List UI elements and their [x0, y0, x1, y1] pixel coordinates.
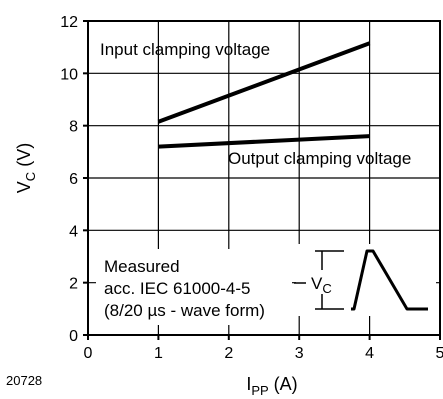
figure-id: 20728 [6, 373, 42, 388]
measured-note-line-2: acc. IEC 61000-4-5 [104, 279, 250, 298]
y-axis-label: VC (V) [14, 143, 38, 193]
x-tick-label: 4 [365, 345, 374, 362]
x-tick-label: 2 [224, 345, 233, 362]
data-series [157, 41, 371, 149]
y-tick-label: 12 [60, 14, 78, 31]
y-tick-label: 2 [69, 276, 78, 293]
series-label-output: Output clamping voltage [228, 149, 411, 168]
y-tick-label: 6 [69, 171, 78, 188]
y-tick-label: 4 [69, 223, 78, 240]
surge-waveform-icon: VC [294, 244, 436, 316]
x-tick-label: 3 [295, 345, 304, 362]
series-line-input [157, 41, 371, 124]
series-label-input: Input clamping voltage [100, 40, 270, 59]
y-tick-label: 8 [69, 119, 78, 136]
waveform-trace [351, 249, 428, 311]
x-tick-label: 0 [84, 345, 93, 362]
waveform-vc-label: VC [311, 274, 332, 296]
annotation-mask [96, 249, 292, 325]
y-tick-label: 10 [60, 66, 78, 83]
series-line-output [158, 134, 370, 149]
y-tick-label: 0 [69, 328, 78, 345]
measured-note-line-3: (8/20 µs - wave form) [104, 301, 265, 320]
x-axis-label: IPP (A) [246, 374, 297, 398]
x-tick-label: 1 [154, 345, 163, 362]
x-tick-label: 5 [436, 345, 443, 362]
measured-note-line-1: Measured [104, 257, 180, 276]
